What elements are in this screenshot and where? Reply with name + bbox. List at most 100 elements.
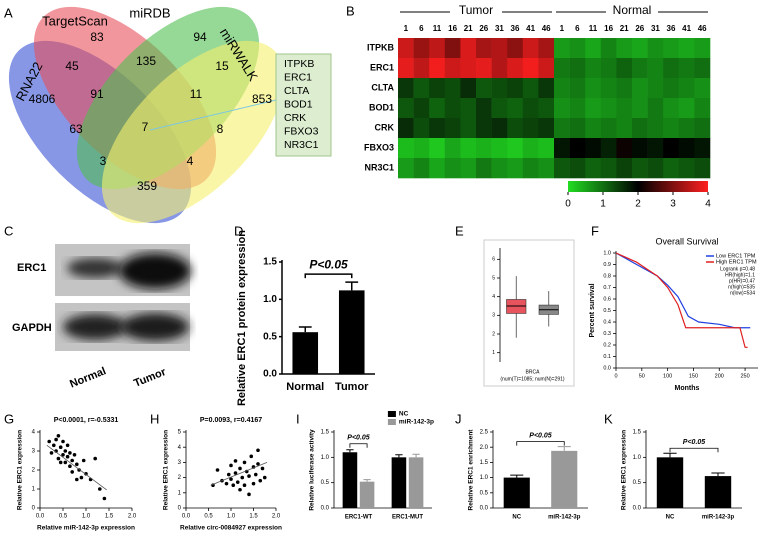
heat-cell	[616, 78, 633, 99]
y-tick-label: 5	[178, 430, 182, 436]
point	[58, 445, 63, 450]
column-tick: 11	[433, 24, 442, 33]
y-tick-label: 0.3	[603, 331, 611, 337]
heat-cell	[507, 38, 524, 59]
gene: BOD1	[284, 98, 313, 110]
gene-box	[275, 53, 332, 157]
heat-cell	[585, 158, 602, 179]
point	[54, 437, 58, 442]
heat-cell	[554, 38, 570, 59]
heat-cell	[476, 38, 492, 59]
heat-cell	[538, 138, 555, 159]
heat-cell	[632, 158, 648, 179]
x-tick-label: 0.5	[204, 514, 213, 520]
y-tick-label: 0.7	[603, 285, 611, 291]
x-tick-label: 0.0	[182, 514, 191, 520]
y-tick-label: 3	[178, 460, 182, 466]
heat-cell	[413, 78, 430, 99]
y-tick-label: 0.1	[603, 354, 611, 360]
y-tick-label: 1.0	[480, 475, 489, 481]
x-tick-label: 0.5	[59, 514, 68, 520]
heat-cell	[678, 38, 695, 59]
heat-cell	[616, 158, 633, 179]
y-tick-label: 5	[492, 275, 495, 281]
heat-cell	[616, 138, 633, 159]
column-tick: 31	[651, 24, 660, 33]
heat-cell	[694, 78, 711, 99]
error-bar	[346, 449, 354, 453]
y-tick-label: 0	[32, 506, 36, 512]
heat-cell	[600, 38, 617, 59]
heat-cell	[600, 58, 617, 79]
y-tick-label: 4	[178, 445, 182, 451]
y-axis-label: Relative luciferase activity	[309, 429, 316, 511]
annotation: P=0.0093, r=0.4167	[200, 417, 262, 424]
annotation: P<0.0001, r=-0.5331	[54, 417, 119, 424]
heat-cell	[538, 98, 555, 119]
heat-cell	[444, 38, 461, 59]
heat-cell	[429, 38, 446, 59]
y-tick-label: 3	[32, 449, 36, 455]
heat-cell	[398, 138, 414, 159]
heat-cell	[600, 78, 617, 99]
heat-cell	[569, 138, 586, 159]
y-tick-label: 0.5	[633, 480, 642, 486]
heat-cell	[398, 38, 414, 59]
heat-cell	[554, 98, 570, 119]
column-tick: 11	[589, 24, 598, 33]
gene: CRK	[284, 112, 306, 124]
panel-label: E	[455, 223, 464, 238]
panel-label: J	[455, 411, 462, 426]
point	[247, 474, 251, 478]
x-axis-label: Relative miR-142-3p expression	[37, 525, 135, 532]
x-tick-label: 100	[663, 373, 672, 379]
point	[233, 459, 238, 463]
y-tick-label: 0.8	[603, 273, 611, 279]
panel-label: D	[234, 223, 243, 238]
heat-cell	[632, 118, 648, 139]
point	[233, 471, 238, 475]
heat-cell	[538, 38, 555, 59]
point	[49, 451, 54, 455]
legend-swatch	[387, 411, 396, 417]
group-label: Normal	[613, 3, 652, 17]
venn-count: 8	[217, 122, 224, 136]
x-tick-label: 50	[639, 373, 645, 379]
set-label: miRDB	[129, 5, 170, 20]
chart-title: Overall Survival	[655, 236, 718, 246]
venn-count: 91	[90, 87, 104, 101]
row-label: FBXO3	[364, 142, 394, 152]
y-tick-label: 0.5	[321, 480, 330, 486]
point	[75, 462, 79, 467]
heat-cell	[522, 38, 539, 59]
heat-cell	[460, 118, 477, 139]
point	[229, 463, 233, 468]
heat-cell	[491, 78, 508, 99]
heat-cell	[429, 118, 446, 139]
heat-cell	[554, 78, 570, 99]
significance-bracket	[304, 273, 353, 279]
y-tick-label: 1.5	[321, 430, 330, 436]
venn-count: 11	[190, 87, 203, 101]
point	[247, 492, 251, 497]
heat-cell	[647, 78, 664, 99]
heat-cell	[507, 158, 524, 179]
point	[102, 496, 107, 501]
y-tick-label: 0.0	[603, 365, 611, 371]
point	[47, 439, 51, 444]
x-tick-label: 2.0	[272, 514, 281, 520]
bar	[391, 457, 407, 508]
colorbar-label: 2	[635, 199, 641, 210]
panel-label: G	[4, 411, 14, 426]
y-tick-label: 0.9	[603, 262, 611, 268]
point	[249, 454, 254, 459]
column-tick: 21	[620, 24, 629, 33]
column-tick: 36	[667, 24, 676, 33]
heat-cell	[398, 158, 414, 179]
bar	[408, 457, 424, 508]
heat-cell	[507, 78, 524, 99]
group-label: Tumor	[459, 3, 493, 17]
annotation: n(low)=534	[730, 290, 755, 296]
heat-cell	[600, 138, 617, 159]
heat-cell	[616, 98, 633, 119]
